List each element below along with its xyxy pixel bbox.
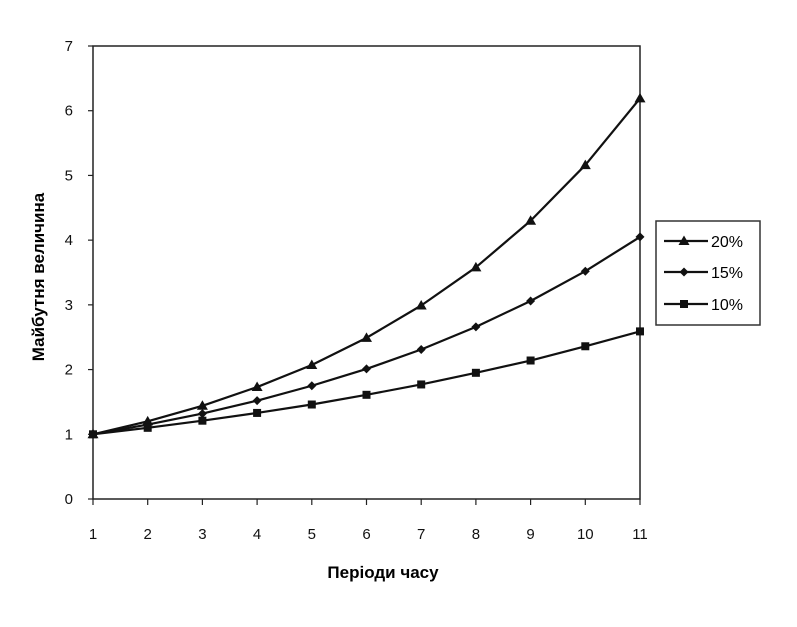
data-point	[635, 232, 645, 242]
y-tick-label: 6	[65, 103, 73, 120]
legend-marker	[679, 267, 689, 277]
x-axis-title: Періоди часу	[327, 563, 439, 582]
data-point	[198, 416, 207, 425]
x-tick-label: 5	[308, 526, 316, 543]
series-layer	[87, 92, 646, 439]
data-point	[415, 300, 427, 310]
x-tick-label: 8	[472, 526, 480, 543]
data-point	[252, 396, 262, 406]
data-point	[471, 322, 481, 332]
legend: 20% 15% 10%	[655, 220, 761, 326]
x-tick-label: 2	[144, 526, 152, 543]
y-tick-label: 3	[65, 297, 73, 314]
y-axis-title: Майбутня величина	[29, 192, 48, 361]
legend-label: 15%	[711, 265, 743, 282]
data-point	[417, 380, 426, 389]
data-point	[307, 400, 316, 409]
legend-marker	[680, 300, 688, 308]
data-point	[581, 342, 590, 351]
data-point	[526, 296, 536, 306]
data-point	[471, 368, 480, 377]
data-point	[196, 400, 208, 410]
legend-label: 20%	[711, 234, 743, 251]
y-tick-label: 0	[65, 491, 73, 508]
y-tick-label: 2	[65, 362, 73, 379]
legend-item: 20%	[664, 234, 743, 251]
data-point	[361, 332, 372, 342]
x-tick-label: 11	[632, 526, 648, 543]
x-axis-ticks: 1 2 3 4 5 6 7 8 9 10 11	[89, 499, 648, 543]
data-point	[526, 356, 535, 365]
y-tick-label: 5	[65, 167, 73, 184]
y-tick-label: 7	[65, 38, 73, 55]
data-point	[253, 408, 262, 417]
legend-label: 10%	[711, 297, 743, 314]
data-point	[636, 327, 644, 336]
x-tick-label: 10	[577, 526, 594, 543]
data-point	[251, 381, 263, 392]
data-point	[470, 261, 482, 272]
x-tick-label: 9	[526, 526, 534, 543]
plot-area	[92, 45, 641, 500]
data-point	[580, 266, 590, 276]
data-point	[143, 423, 152, 432]
x-tick-label: 4	[253, 526, 261, 543]
y-axis-ticks: 0 1 2 3 4 5 6 7	[65, 38, 93, 508]
x-tick-label: 1	[89, 526, 97, 543]
legend-item: 10%	[664, 297, 743, 314]
y-tick-label: 4	[65, 232, 73, 249]
data-point	[307, 381, 317, 391]
x-tick-label: 3	[198, 526, 206, 543]
data-point	[525, 215, 537, 225]
x-tick-label: 7	[417, 526, 425, 543]
series-2	[89, 327, 644, 439]
x-tick-label: 6	[362, 526, 370, 543]
y-tick-label: 1	[65, 426, 73, 443]
data-point	[362, 390, 371, 399]
legend-item: 15%	[664, 265, 743, 282]
data-point	[579, 159, 591, 170]
data-point	[197, 409, 207, 419]
data-point	[416, 345, 426, 355]
data-point	[89, 430, 97, 439]
legend-marker	[678, 235, 690, 245]
data-point	[362, 364, 371, 374]
data-point	[634, 92, 646, 103]
data-point	[306, 359, 318, 370]
